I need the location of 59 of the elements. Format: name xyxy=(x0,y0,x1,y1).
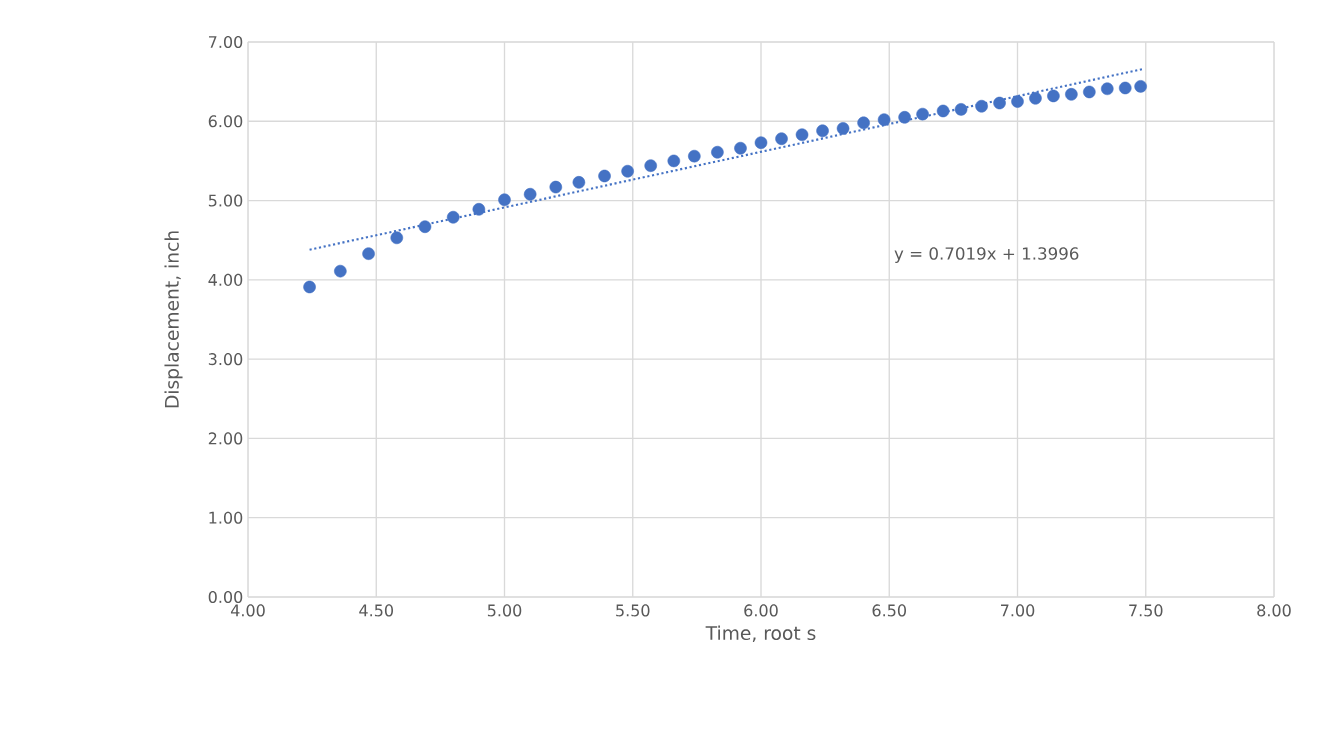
point xyxy=(688,149,701,163)
x-tick-label: 6.50 xyxy=(872,604,906,617)
point xyxy=(334,264,347,278)
point xyxy=(816,124,829,138)
point xyxy=(418,220,432,233)
point xyxy=(523,187,537,201)
point xyxy=(916,107,929,121)
point xyxy=(975,99,988,113)
y-tick-label: 6.00 xyxy=(208,115,243,128)
point xyxy=(1047,89,1060,103)
x-tick-label: 6.00 xyxy=(744,604,778,617)
point xyxy=(711,145,724,159)
point xyxy=(1134,80,1147,93)
y-tick-label: 4.00 xyxy=(208,273,243,286)
point xyxy=(667,154,681,168)
point xyxy=(1011,95,1024,108)
x-tick-label: 5.00 xyxy=(487,604,522,617)
point xyxy=(754,136,768,149)
point xyxy=(898,111,911,124)
point xyxy=(644,159,657,172)
x-tick-label: 8.00 xyxy=(1257,604,1291,617)
point xyxy=(1029,92,1042,105)
point xyxy=(1065,88,1078,101)
point xyxy=(621,164,634,178)
point xyxy=(1118,81,1132,95)
point xyxy=(303,280,316,294)
point xyxy=(857,116,870,130)
point xyxy=(549,180,563,194)
y-tick-label: 0.00 xyxy=(208,590,243,604)
y-tick-label: 3.00 xyxy=(208,353,243,366)
x-axis-title: Time, root s xyxy=(705,625,816,642)
x-tick-label: 7.00 xyxy=(1001,604,1035,617)
point xyxy=(936,104,950,118)
point xyxy=(390,231,404,245)
y-tick-label: 5.00 xyxy=(208,194,243,207)
x-tick-label: 4.00 xyxy=(230,604,265,617)
point xyxy=(993,96,1006,110)
point xyxy=(498,193,511,207)
x-tick-label: 4.50 xyxy=(359,604,393,617)
annotation: y = 0.7019x + 1.3996 xyxy=(894,247,1079,264)
point xyxy=(572,176,586,189)
x-tick-label: 5.50 xyxy=(616,604,650,617)
point xyxy=(775,132,788,145)
x-tick-label: 7.50 xyxy=(1129,604,1163,617)
y-tick-label: 1.00 xyxy=(209,511,243,524)
y-tick-label: 7.00 xyxy=(208,35,243,49)
point xyxy=(1083,85,1096,99)
point xyxy=(598,169,611,183)
point xyxy=(472,203,486,216)
y-axis-title: Displacement, inch xyxy=(164,231,183,408)
point xyxy=(836,122,850,135)
y-tick-label: 2.00 xyxy=(208,432,243,445)
point xyxy=(795,128,809,142)
point xyxy=(734,141,747,155)
point xyxy=(362,247,375,260)
point xyxy=(877,113,891,126)
point xyxy=(1101,82,1114,96)
point xyxy=(446,210,460,224)
point xyxy=(954,103,968,116)
